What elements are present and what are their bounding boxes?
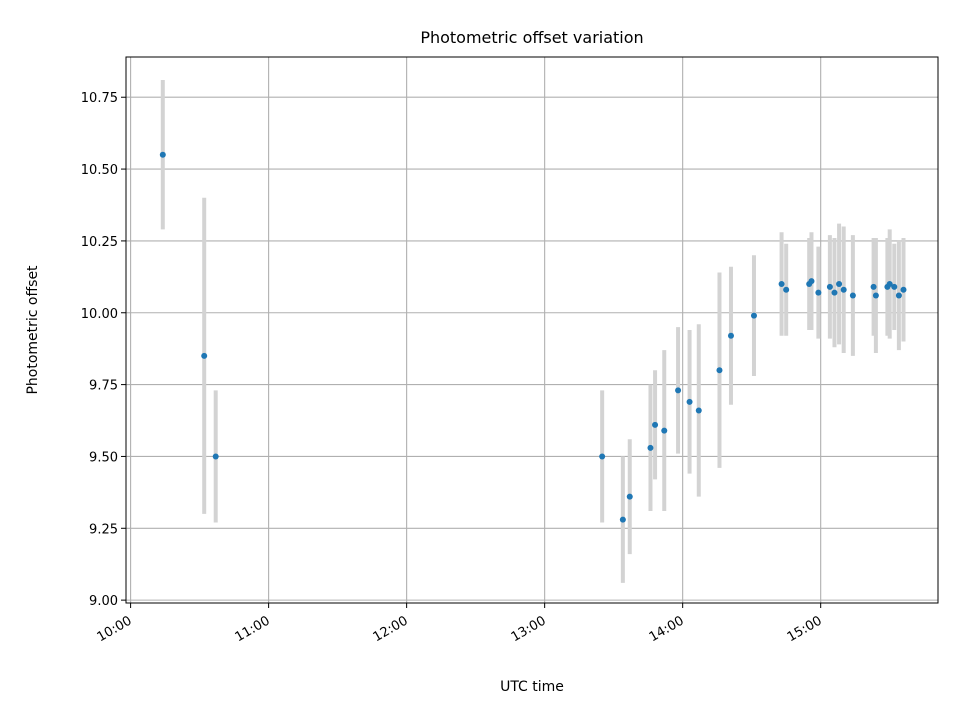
- y-tick-label: 9.75: [89, 379, 118, 394]
- y-tick-label: 10.50: [81, 163, 118, 178]
- data-point: [159, 151, 166, 158]
- data-point: [686, 398, 693, 405]
- data-point: [783, 286, 790, 293]
- data-point: [212, 453, 219, 460]
- plot-frame: [125, 56, 939, 604]
- data-point: [815, 289, 822, 296]
- data-point: [849, 292, 856, 299]
- data-point: [661, 427, 668, 434]
- data-point: [675, 387, 682, 394]
- data-point: [891, 283, 898, 290]
- data-point: [201, 352, 208, 359]
- data-point: [619, 516, 626, 523]
- data-point: [716, 367, 723, 374]
- data-point: [652, 421, 659, 428]
- data-point: [836, 281, 843, 288]
- data-point: [895, 292, 902, 299]
- x-axis-label: UTC time: [500, 679, 564, 695]
- y-tick-label: 10.25: [81, 235, 118, 250]
- y-axis-label: Photometric offset: [25, 265, 41, 395]
- grid: [126, 57, 938, 603]
- data-point: [831, 289, 838, 296]
- y-tick-label: 10.00: [81, 307, 118, 322]
- data-point: [626, 493, 633, 500]
- data-point: [778, 281, 785, 288]
- data-point: [695, 407, 702, 414]
- chart-title: Photometric offset variation: [420, 28, 643, 47]
- y-tick-label: 9.00: [89, 594, 118, 609]
- data-point: [872, 292, 879, 299]
- data-point: [870, 283, 877, 290]
- y-tick-label: 9.50: [89, 450, 118, 465]
- y-tick-label: 10.75: [81, 91, 118, 106]
- data-points: [159, 151, 907, 523]
- data-point: [647, 444, 654, 451]
- data-point: [826, 283, 833, 290]
- y-tick-label: 9.25: [89, 522, 118, 537]
- data-point: [840, 286, 847, 293]
- data-point: [727, 332, 734, 339]
- data-point: [900, 286, 907, 293]
- data-point: [886, 281, 893, 288]
- data-point: [599, 453, 606, 460]
- data-point: [808, 278, 815, 285]
- data-point: [750, 312, 757, 319]
